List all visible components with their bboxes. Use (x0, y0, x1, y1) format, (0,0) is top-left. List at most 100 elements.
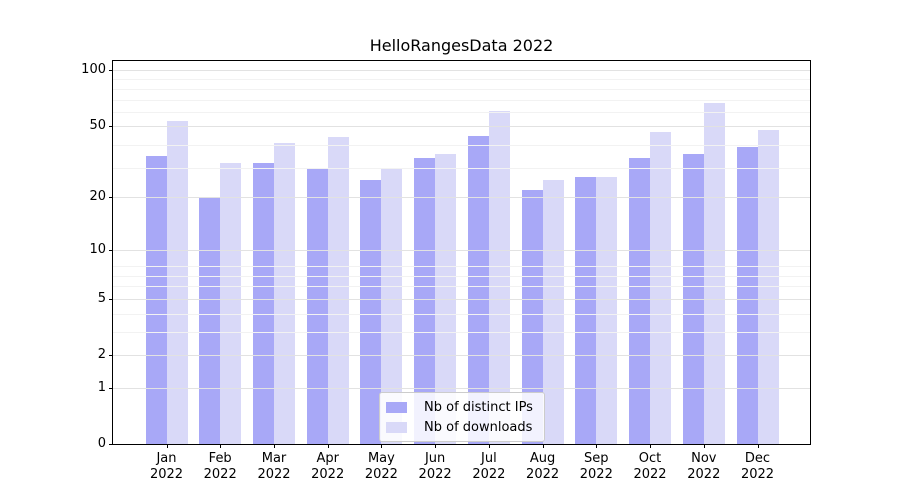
x-tick-label-month: Apr (316, 451, 339, 466)
y-tick-mark (109, 298, 113, 300)
gridline-major (113, 197, 810, 199)
x-tick-mark (166, 444, 168, 448)
y-tick-mark (109, 70, 113, 72)
x-tick-label-year: 2022 (203, 467, 237, 482)
gridline-minor (113, 331, 810, 333)
legend-label-distinct-ips: Nb of distinct IPs (424, 399, 533, 415)
x-tick-label-month: Feb (208, 451, 232, 466)
y-tick-label: 1 (97, 379, 106, 395)
x-tick-label-year: 2022 (472, 467, 506, 482)
x-tick-label-month: Mar (261, 451, 287, 466)
plot-area (113, 61, 810, 444)
x-tick-mark (596, 444, 598, 448)
y-tick-label: 20 (89, 189, 106, 205)
bar-downloads-nov (703, 103, 725, 444)
legend-item-downloads: Nb of downloads (386, 419, 536, 435)
legend-swatch-distinct-ips (386, 401, 407, 413)
bar-distinct-ips-jul (467, 135, 489, 444)
x-tick-label: Jan 2022 (135, 451, 199, 483)
bar-distinct-ips-dec (736, 147, 758, 444)
x-tick-label: Apr 2022 (296, 451, 360, 483)
x-tick-label: Nov 2022 (672, 451, 736, 483)
x-tick-label: Oct 2022 (618, 451, 682, 483)
x-tick-label-month: Oct (638, 451, 662, 466)
x-tick-mark (327, 444, 329, 448)
bar-distinct-ips-oct (629, 158, 650, 444)
gridline-minor (113, 266, 810, 267)
x-tick-label-year: 2022 (149, 467, 184, 482)
bar-downloads-jan (166, 120, 188, 444)
x-tick-label: Jul 2022 (457, 451, 521, 483)
y-tick-label: 10 (89, 241, 106, 257)
x-tick-mark (381, 444, 383, 448)
x-tick-label-year: 2022 (633, 467, 667, 482)
x-tick-label-year: 2022 (257, 467, 291, 482)
bar-downloads-feb (220, 163, 242, 444)
x-tick-label: Sep 2022 (564, 451, 628, 483)
y-tick-label: 100 (81, 62, 106, 78)
gridline-minor (113, 112, 810, 114)
x-tick-mark (757, 444, 759, 448)
x-tick-mark (435, 444, 437, 448)
gridline-major (113, 125, 810, 127)
x-tick-label-year: 2022 (526, 467, 560, 482)
x-tick-label: Jun 2022 (403, 451, 467, 483)
legend-label-downloads: Nb of downloads (424, 419, 533, 435)
x-tick-label: Dec 2022 (726, 451, 790, 483)
bar-distinct-ips-feb (199, 197, 221, 444)
gridline-major (113, 298, 810, 300)
x-tick-label: May 2022 (349, 451, 413, 483)
bar-distinct-ips-mar (253, 163, 274, 444)
x-tick-mark (542, 444, 544, 448)
x-tick-label-year: 2022 (740, 467, 775, 482)
bar-downloads-sep (596, 177, 618, 444)
y-tick-mark (109, 387, 113, 389)
gridline-minor (113, 313, 810, 315)
x-tick-label-month: May (367, 451, 395, 466)
x-tick-label-year: 2022 (311, 467, 345, 482)
x-tick-mark (274, 444, 275, 448)
y-tick-mark (109, 249, 113, 251)
gridline-major (113, 70, 810, 72)
y-tick-mark (109, 444, 113, 445)
bar-distinct-ips-apr (306, 168, 328, 444)
x-tick-label-month: Jul (481, 451, 497, 466)
x-tick-mark (220, 444, 222, 448)
gridline-minor (113, 145, 810, 147)
gridline-minor (113, 99, 810, 101)
y-tick-mark (109, 125, 113, 127)
bar-distinct-ips-jan (145, 156, 167, 444)
bar-distinct-ips-aug (521, 190, 543, 444)
gridline-minor (113, 89, 810, 90)
gridline-minor (113, 275, 810, 277)
y-tick-label: 0 (97, 436, 106, 451)
x-tick-label: Mar 2022 (242, 451, 306, 483)
y-tick-mark (109, 197, 113, 199)
gridline-minor (113, 79, 810, 81)
y-tick-label: 50 (89, 117, 106, 133)
x-tick-label-year: 2022 (418, 467, 452, 482)
x-tick-label: Aug 2022 (511, 451, 575, 483)
bar-downloads-jul (488, 110, 510, 444)
x-tick-label-month: Jun (424, 451, 446, 466)
x-tick-label-year: 2022 (579, 467, 613, 482)
bar-downloads-apr (327, 137, 349, 444)
gridline-minor (113, 286, 810, 288)
gridline-minor (113, 168, 810, 170)
gridline-major (113, 355, 810, 356)
gridline-major (113, 249, 810, 251)
y-tick-label: 2 (97, 347, 106, 362)
y-tick-mark (109, 355, 113, 356)
x-tick-label-year: 2022 (364, 467, 398, 482)
bar-downloads-oct (650, 132, 671, 444)
legend-item-distinct-ips: Nb of distinct IPs (386, 399, 536, 415)
bar-downloads-mar (274, 143, 295, 444)
legend: Nb of distinct IPs Nb of downloads (379, 392, 545, 442)
bar-distinct-ips-sep (575, 177, 597, 444)
x-tick-mark (703, 444, 705, 448)
x-tick-mark (650, 444, 651, 448)
bar-distinct-ips-may (360, 180, 382, 444)
x-tick-label-month: Jan (156, 451, 177, 466)
bar-downloads-aug (542, 180, 564, 444)
x-tick-label: Feb 2022 (188, 451, 252, 483)
